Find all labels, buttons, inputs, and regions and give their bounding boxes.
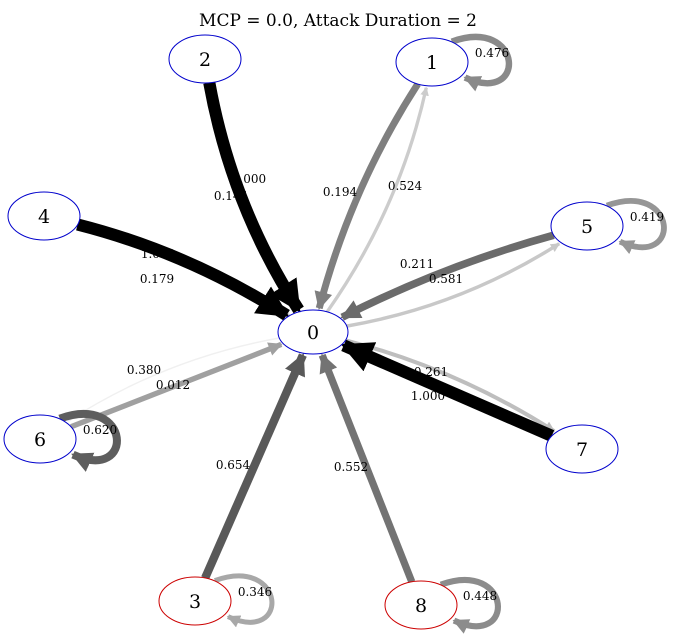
edge-7-to-0 <box>340 339 555 442</box>
edge-label-1-to-1: 0.476 <box>475 46 509 60</box>
edge-label-0-to-4: 0.179 <box>140 272 174 286</box>
node-7-ellipse <box>545 424 619 474</box>
node-3: 3 <box>158 576 232 626</box>
node-0: 0 <box>277 309 349 355</box>
edge-label-3-to-0: 0.654 <box>216 458 251 472</box>
node-7-label: 7 <box>576 439 588 461</box>
node-3-ellipse <box>158 576 232 626</box>
edge-0-to-1 <box>325 86 429 313</box>
node-8: 8 <box>384 580 458 630</box>
edge-labels: 0.194 0.144 0.179 0.211 0.012 0.261 0.524 1.000… <box>83 46 664 603</box>
edge-8-to-0 <box>318 353 416 584</box>
edge-4-to-0 <box>76 218 290 321</box>
edge-6-to-6 <box>58 409 121 472</box>
node-0-ellipse <box>277 309 349 355</box>
node-5-ellipse <box>550 201 624 251</box>
edge-3-to-3 <box>213 573 275 628</box>
node-8-label: 8 <box>415 595 427 617</box>
node-2: 2 <box>168 34 242 84</box>
edge-3-to-0 <box>201 353 307 580</box>
edge-label-0-to-2: 0.144 <box>214 189 249 203</box>
edge-label-0-to-5: 0.211 <box>400 257 434 271</box>
node-6: 6 <box>3 414 77 464</box>
edge-label-2-to-0: 1.000 <box>232 172 266 186</box>
edge-1-to-1 <box>450 33 513 92</box>
edge-5-to-0 <box>340 231 555 321</box>
edge-label-4-to-0: 1.000 <box>141 247 175 261</box>
node-1: 1 <box>395 37 469 87</box>
node-8-ellipse <box>384 580 458 630</box>
node-4-ellipse <box>7 191 81 241</box>
edge-label-0-to-1: 0.194 <box>323 185 358 199</box>
edge-label-6-to-6: 0.620 <box>83 423 117 437</box>
figure-title: MCP = 0.0, Attack Duration = 2 <box>199 11 477 31</box>
node-7: 7 <box>545 424 619 474</box>
edge-label-7-to-0: 1.000 <box>411 389 445 403</box>
edge-1-to-0 <box>314 82 421 311</box>
edge-8-to-8 <box>439 576 501 634</box>
node-0-label: 0 <box>307 322 319 344</box>
edge-label-1-to-0: 0.524 <box>388 179 423 193</box>
edge-5-to-5 <box>605 198 667 255</box>
node-4: 4 <box>7 191 81 241</box>
node-3-label: 3 <box>189 591 201 613</box>
node-6-ellipse <box>3 414 77 464</box>
edge-2-to-0 <box>203 81 304 314</box>
edges <box>58 33 667 634</box>
node-2-ellipse <box>168 34 242 84</box>
edge-0-to-6 <box>67 337 280 422</box>
node-5-label: 5 <box>581 216 593 238</box>
edge-label-6-to-0: 0.380 <box>127 363 161 377</box>
node-2-label: 2 <box>199 49 211 71</box>
nodes: 0 1 2 3 4 5 6 7 8 <box>3 34 624 630</box>
edge-label-3-to-3: 0.346 <box>238 585 272 599</box>
edge-label-0-to-6: 0.012 <box>156 378 190 392</box>
edge-label-5-to-5: 0.419 <box>630 210 664 224</box>
node-6-label: 6 <box>34 429 46 451</box>
node-5: 5 <box>550 201 624 251</box>
node-1-ellipse <box>395 37 469 87</box>
edge-label-5-to-0: 0.581 <box>429 272 463 286</box>
edge-0-to-5 <box>346 242 561 328</box>
edge-label-8-to-8: 0.448 <box>463 589 497 603</box>
edge-label-0-to-7: 0.261 <box>414 365 448 379</box>
node-4-label: 4 <box>38 206 50 228</box>
edge-label-8-to-0: 0.552 <box>334 460 368 474</box>
node-1-label: 1 <box>426 52 438 74</box>
